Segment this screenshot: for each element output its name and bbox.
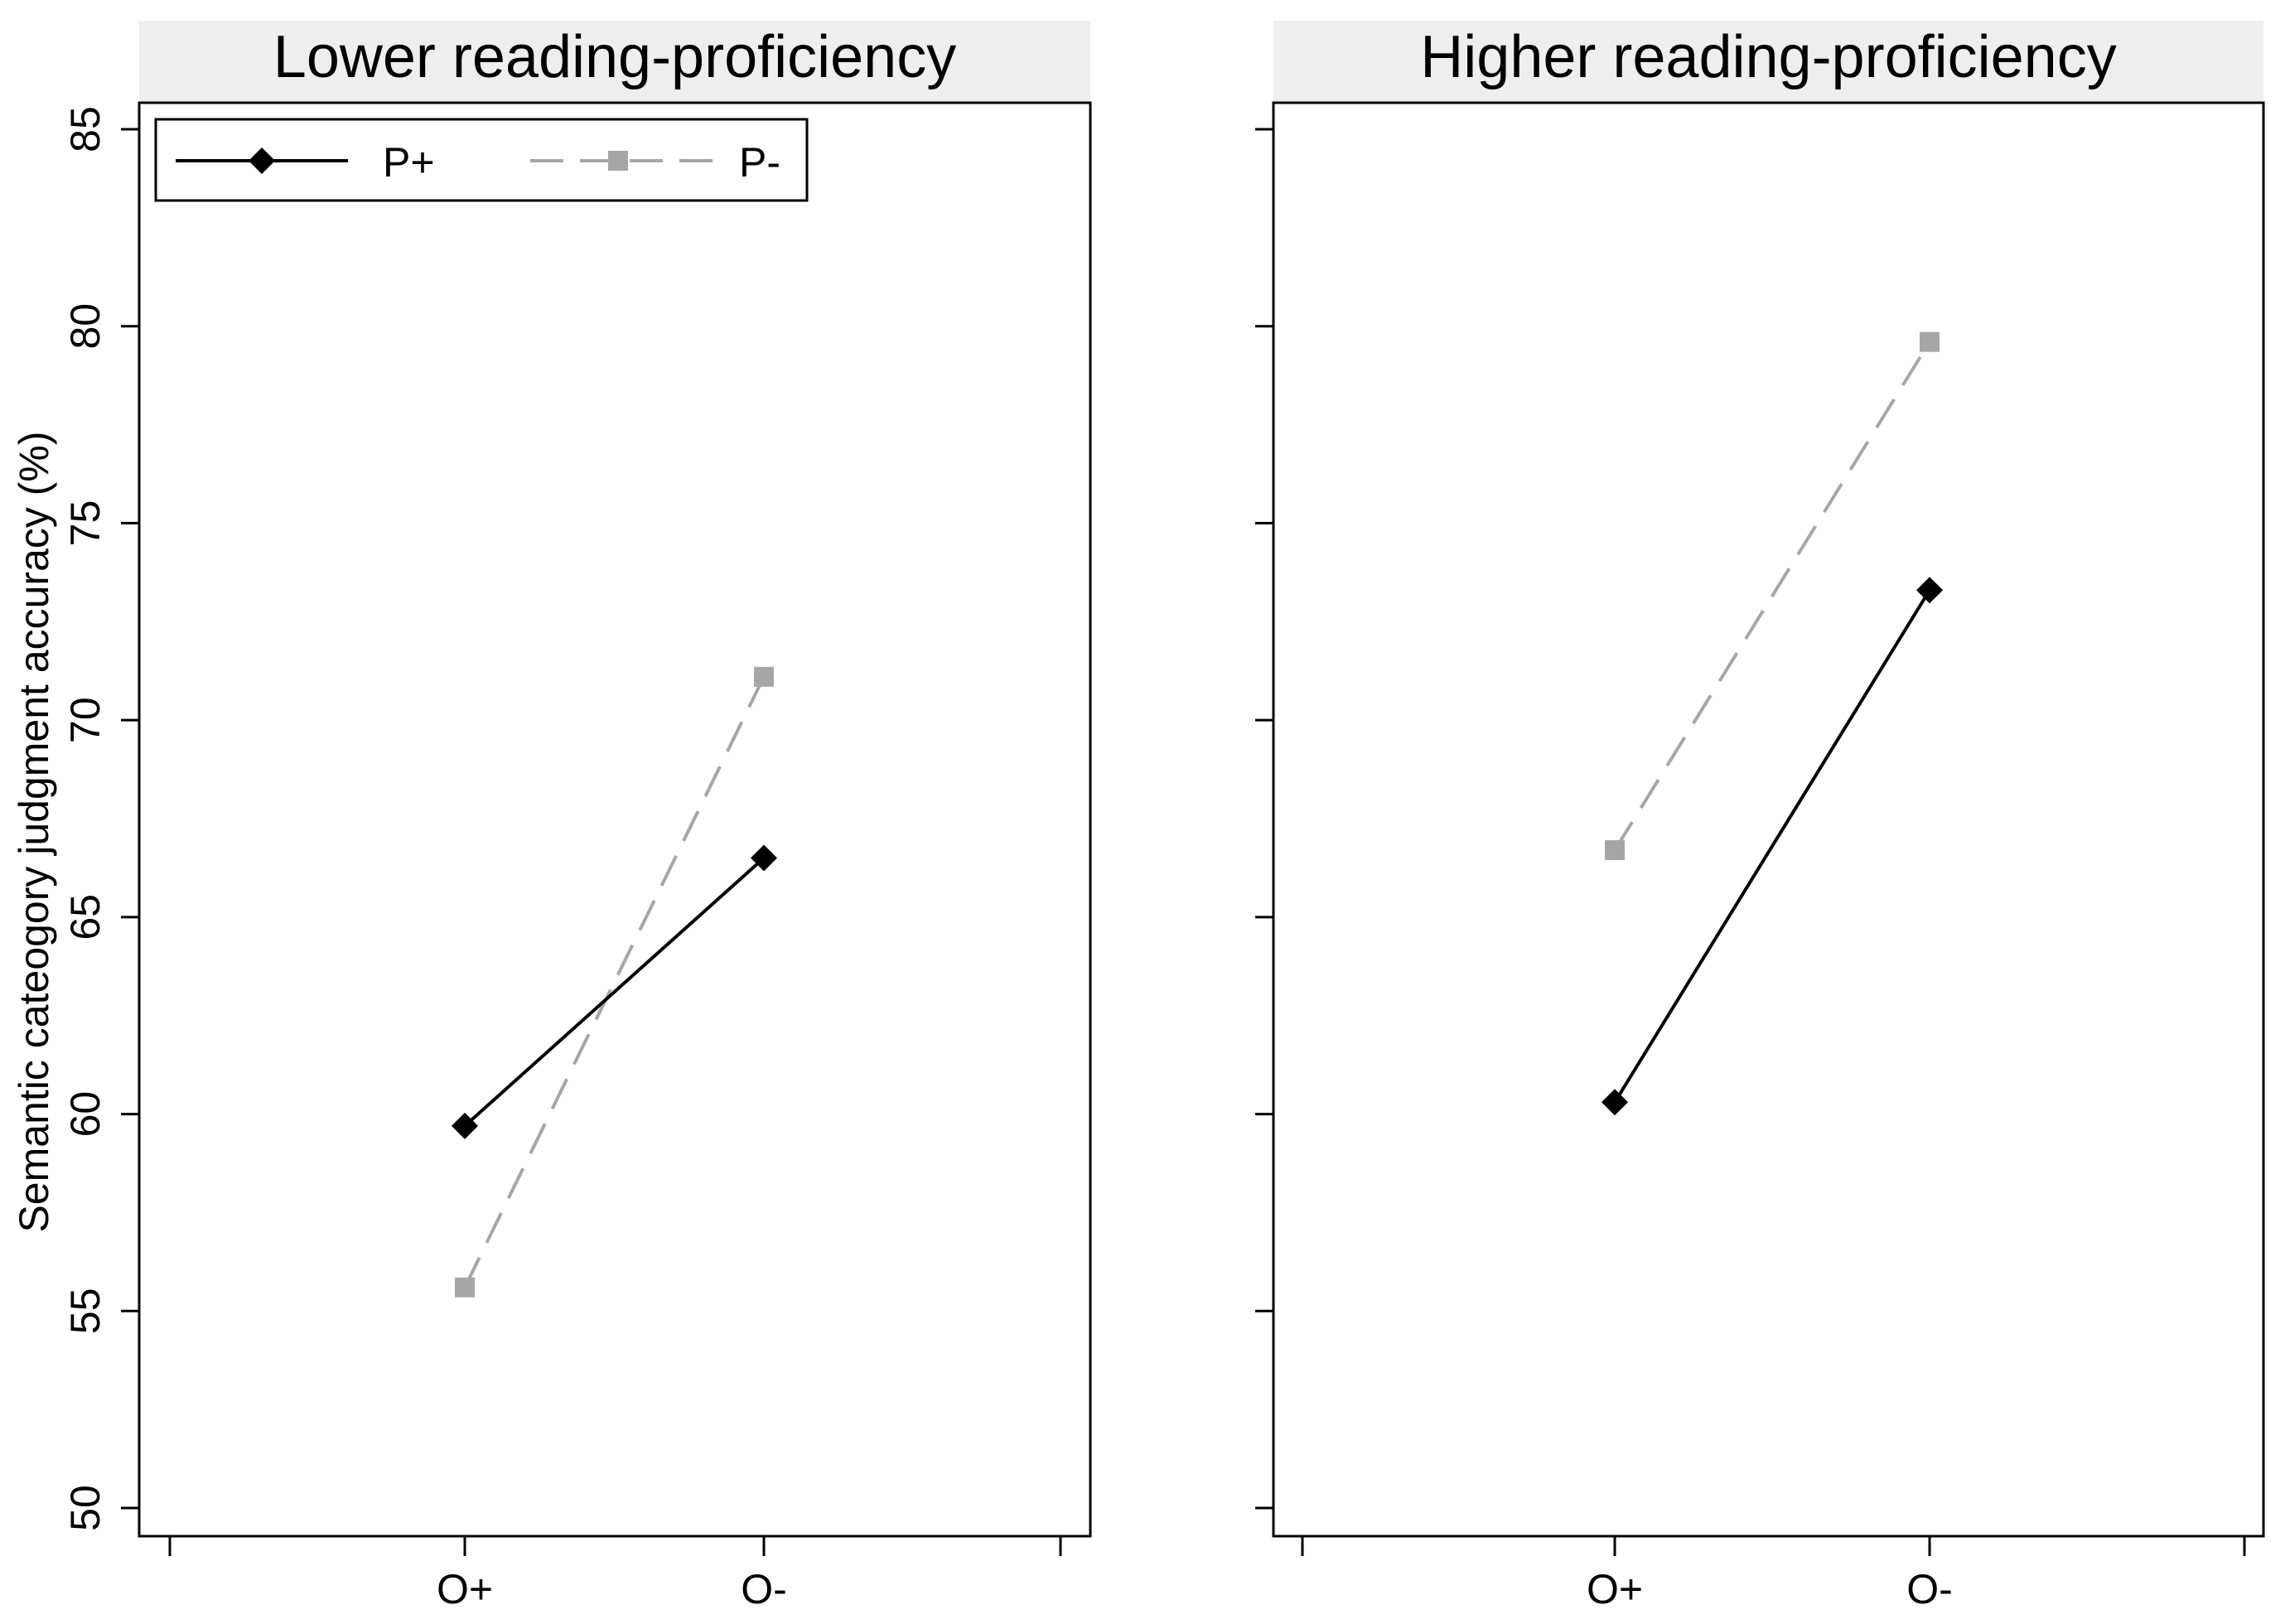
y-axis-title: Semantic cateogory judgment accuracy (%) bbox=[11, 431, 57, 1232]
panel-1: Lower reading-proficiency O+ O- bbox=[138, 21, 1092, 1612]
x-tick-label: O+ bbox=[1587, 1566, 1643, 1612]
data-point-P- bbox=[1605, 840, 1625, 861]
data-point-P+ bbox=[751, 844, 777, 872]
series-line-P+ bbox=[1613, 589, 1931, 1104]
data-point-P- bbox=[455, 1277, 475, 1298]
plot-frame bbox=[138, 101, 1092, 1538]
panel-title: Lower reading-proficiency bbox=[273, 24, 956, 90]
panel-2: Higher reading-proficiency O+ O- bbox=[1255, 21, 2265, 1612]
y-tick-label: 75 bbox=[62, 500, 109, 547]
y-tick-label: 60 bbox=[62, 1091, 109, 1138]
legend-label: P- bbox=[739, 139, 780, 186]
y-tick-label: 85 bbox=[62, 106, 109, 152]
x-tick-label: O+ bbox=[437, 1566, 493, 1612]
data-point-P+ bbox=[452, 1112, 478, 1139]
data-point-P+ bbox=[1916, 577, 1943, 604]
legend: P+ P- bbox=[154, 118, 809, 202]
y-tick-label: 70 bbox=[62, 697, 109, 743]
legend-label: P+ bbox=[383, 139, 435, 186]
y-tick-label: 65 bbox=[62, 894, 109, 940]
data-point-P+ bbox=[1602, 1089, 1628, 1116]
series-line-P- bbox=[463, 675, 766, 1288]
plot-frame bbox=[1272, 101, 2265, 1538]
data-point-P- bbox=[1920, 331, 1940, 352]
data-point-P- bbox=[754, 666, 774, 687]
y-tick-label: 55 bbox=[62, 1288, 109, 1334]
y-tick-label: 50 bbox=[62, 1485, 109, 1531]
panel-header bbox=[1273, 21, 2263, 103]
y-tick-label: 80 bbox=[62, 303, 109, 350]
x-tick-label: O- bbox=[741, 1566, 787, 1612]
panel-header bbox=[139, 21, 1090, 103]
series-line-P- bbox=[1613, 341, 1931, 852]
legend-marker-P+ bbox=[249, 147, 275, 174]
x-tick-label: O- bbox=[1906, 1566, 1953, 1612]
series-line-P+ bbox=[463, 857, 766, 1128]
panel-title: Higher reading-proficiency bbox=[1420, 24, 2116, 90]
y-axis: 50 55 60 65 70 75 80 85 bbox=[62, 106, 139, 1531]
legend-marker-P- bbox=[608, 151, 628, 171]
